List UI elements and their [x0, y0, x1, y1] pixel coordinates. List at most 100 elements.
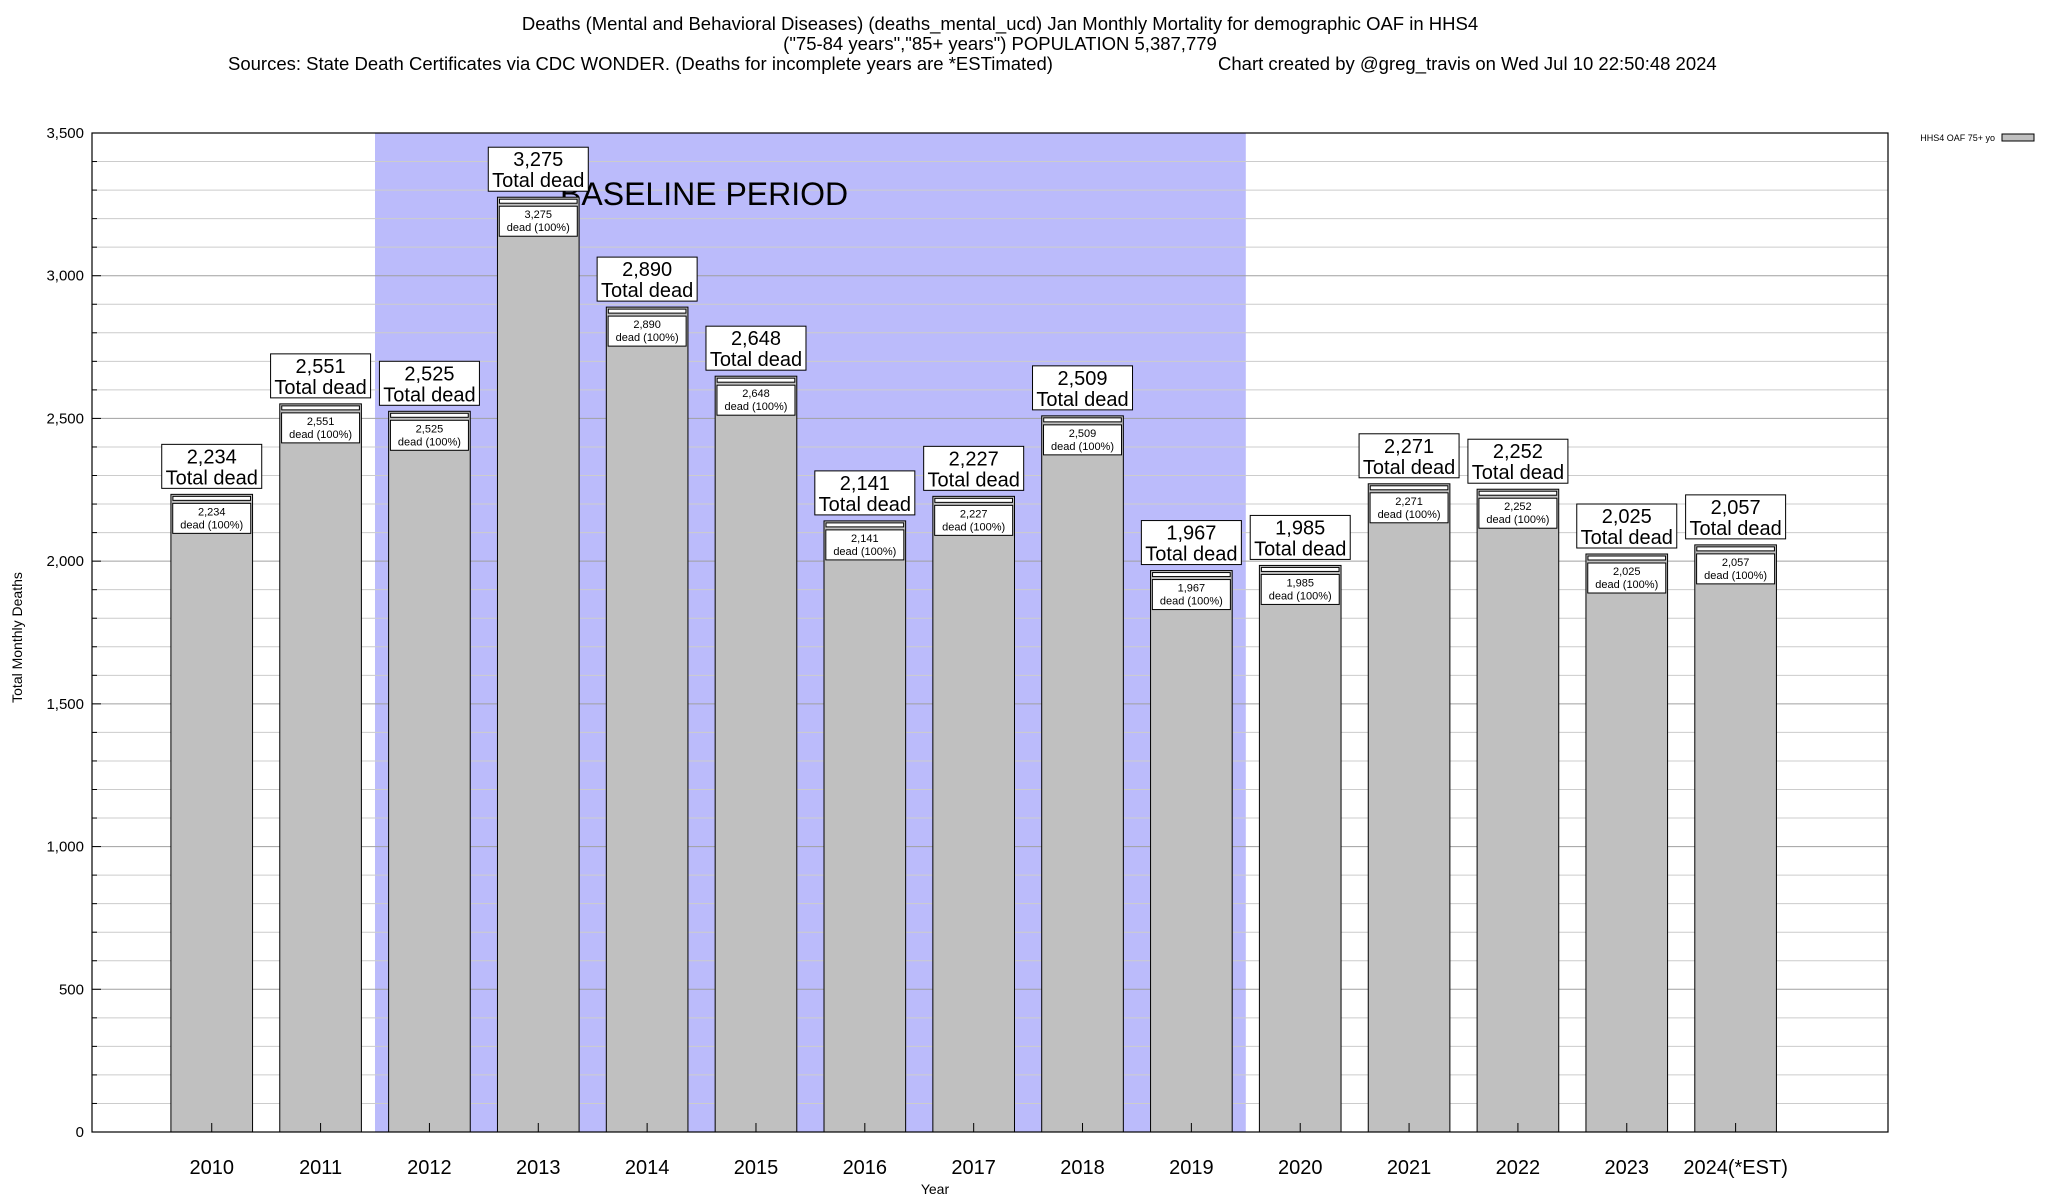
- bar-cap: [172, 495, 252, 501]
- inner-label-value: 2,648: [742, 388, 770, 400]
- outer-label-text: Total dead: [601, 280, 693, 302]
- inner-label-box: [934, 504, 1014, 536]
- inner-label-box: [1587, 562, 1667, 594]
- outer-label-value: 2,648: [731, 328, 781, 350]
- inner-label-value: 2,525: [416, 423, 444, 435]
- bar: [714, 375, 798, 1133]
- bar-cap: [1587, 555, 1667, 561]
- bar-cap: [1369, 485, 1449, 491]
- inner-label-text: dead (100%): [616, 332, 679, 344]
- bar-cap: [1260, 566, 1340, 572]
- bar: [1150, 570, 1233, 1133]
- y-tick-label: 500: [59, 981, 84, 998]
- outer-label-box: [1032, 365, 1134, 411]
- chart-sources: Sources: State Death Certificates via CD…: [228, 53, 1053, 74]
- inner-label-text: dead (100%): [724, 401, 787, 413]
- inner-label-value: 2,509: [1069, 428, 1097, 440]
- x-tick-label: 2017: [951, 1157, 996, 1179]
- outer-label-box: [1576, 503, 1678, 549]
- x-tick-label: 2016: [843, 1157, 888, 1179]
- baseline-period-label: BASELINE PERIOD: [560, 176, 848, 212]
- chart-title: Deaths (Mental and Behavioral Diseases) …: [521, 13, 1479, 34]
- bar: [605, 306, 689, 1133]
- x-tick-label: 2021: [1387, 1157, 1432, 1179]
- outer-label-box: [378, 360, 480, 406]
- bar: [1694, 544, 1777, 1133]
- outer-label-box: [923, 445, 1025, 491]
- y-axis-title: Total Monthly Deaths: [9, 572, 25, 703]
- bar: [823, 520, 907, 1133]
- inner-label-value: 2,234: [198, 506, 226, 518]
- outer-label-box: [596, 256, 698, 302]
- outer-label-box: [487, 146, 589, 192]
- inner-label-value: 2,252: [1504, 501, 1532, 513]
- inner-label-value: 1,985: [1286, 577, 1314, 589]
- chart-title-block: Deaths (Mental and Behavioral Diseases) …: [0, 14, 2000, 74]
- bar: [1476, 488, 1560, 1133]
- y-tick-label: 1,500: [46, 696, 84, 713]
- x-tick-label: 2012: [407, 1157, 452, 1179]
- bar: [1258, 564, 1342, 1133]
- outer-label-value: 2,141: [840, 473, 890, 495]
- y-tick-label: 2,500: [46, 410, 84, 427]
- outer-label-value: 2,551: [296, 356, 346, 378]
- bar: [932, 495, 1015, 1133]
- outer-label-text: Total dead: [1254, 538, 1346, 560]
- outer-label-value: 2,025: [1602, 506, 1652, 528]
- outer-label-box: [705, 325, 807, 371]
- inner-label-value: 2,890: [633, 319, 661, 331]
- legend-label: HHS4 OAF 75+ yo: [1920, 133, 1995, 143]
- outer-label-value: 2,890: [622, 259, 672, 281]
- bar-cap: [1152, 572, 1231, 578]
- chart-source-line: Sources: State Death Certificates via CD…: [0, 54, 2000, 74]
- inner-label-text: dead (100%): [398, 436, 461, 448]
- y-tick-label: 3,000: [46, 268, 84, 285]
- inner-label-text: dead (100%): [1269, 590, 1332, 602]
- outer-label-text: Total dead: [1145, 544, 1237, 566]
- outer-label-value: 2,509: [1057, 368, 1107, 390]
- bar: [1041, 415, 1124, 1133]
- chart-credit: Chart created by @greg_travis on Wed Jul…: [1218, 53, 1717, 74]
- inner-label-text: dead (100%): [833, 546, 896, 558]
- outer-label-text: Total dead: [383, 384, 475, 406]
- inner-label-box: [1260, 573, 1340, 605]
- bar-cap: [1478, 490, 1558, 496]
- x-tick-label: 2022: [1496, 1157, 1541, 1179]
- outer-label-text: Total dead: [1036, 389, 1128, 411]
- inner-label-value: 3,275: [525, 209, 553, 221]
- inner-label-box: [825, 529, 905, 561]
- outer-label-box: [161, 443, 263, 489]
- bar-cap: [934, 497, 1013, 503]
- outer-label-text: Total dead: [819, 494, 911, 516]
- outer-label-box: [270, 353, 372, 399]
- y-tick-label: 1,000: [46, 839, 84, 856]
- outer-label-value: 2,271: [1384, 436, 1434, 458]
- outer-label-text: Total dead: [166, 467, 258, 489]
- inner-label-box: [607, 315, 687, 347]
- y-tick-label: 2,000: [46, 553, 84, 570]
- x-tick-label: 2023: [1605, 1157, 1650, 1179]
- outer-label-text: Total dead: [710, 349, 802, 371]
- outer-label-value: 3,275: [513, 149, 563, 171]
- inner-label-box: [172, 502, 252, 534]
- outer-label-box: [1249, 514, 1351, 560]
- y-tick-label: 0: [76, 1124, 84, 1141]
- bar-cap: [498, 198, 578, 204]
- outer-label-value: 2,227: [949, 448, 999, 470]
- inner-label-box: [1478, 497, 1558, 529]
- inner-label-text: dead (100%): [289, 429, 352, 441]
- x-tick-label: 2011: [299, 1157, 342, 1179]
- outer-label-text: Total dead: [274, 377, 366, 399]
- outer-label-text: Total dead: [1689, 518, 1781, 540]
- outer-label-text: Total dead: [1472, 462, 1564, 484]
- y-tick-label: 3,500: [46, 125, 84, 142]
- outer-label-value: 2,525: [404, 363, 454, 385]
- x-tick-label: 2024(*EST): [1683, 1157, 1788, 1179]
- bar: [170, 493, 254, 1133]
- inner-label-box: [281, 412, 361, 444]
- outer-label-text: Total dead: [928, 469, 1020, 491]
- bar-cap: [716, 377, 796, 383]
- bar-cap: [1043, 417, 1122, 423]
- inner-label-value: 2,271: [1395, 496, 1423, 508]
